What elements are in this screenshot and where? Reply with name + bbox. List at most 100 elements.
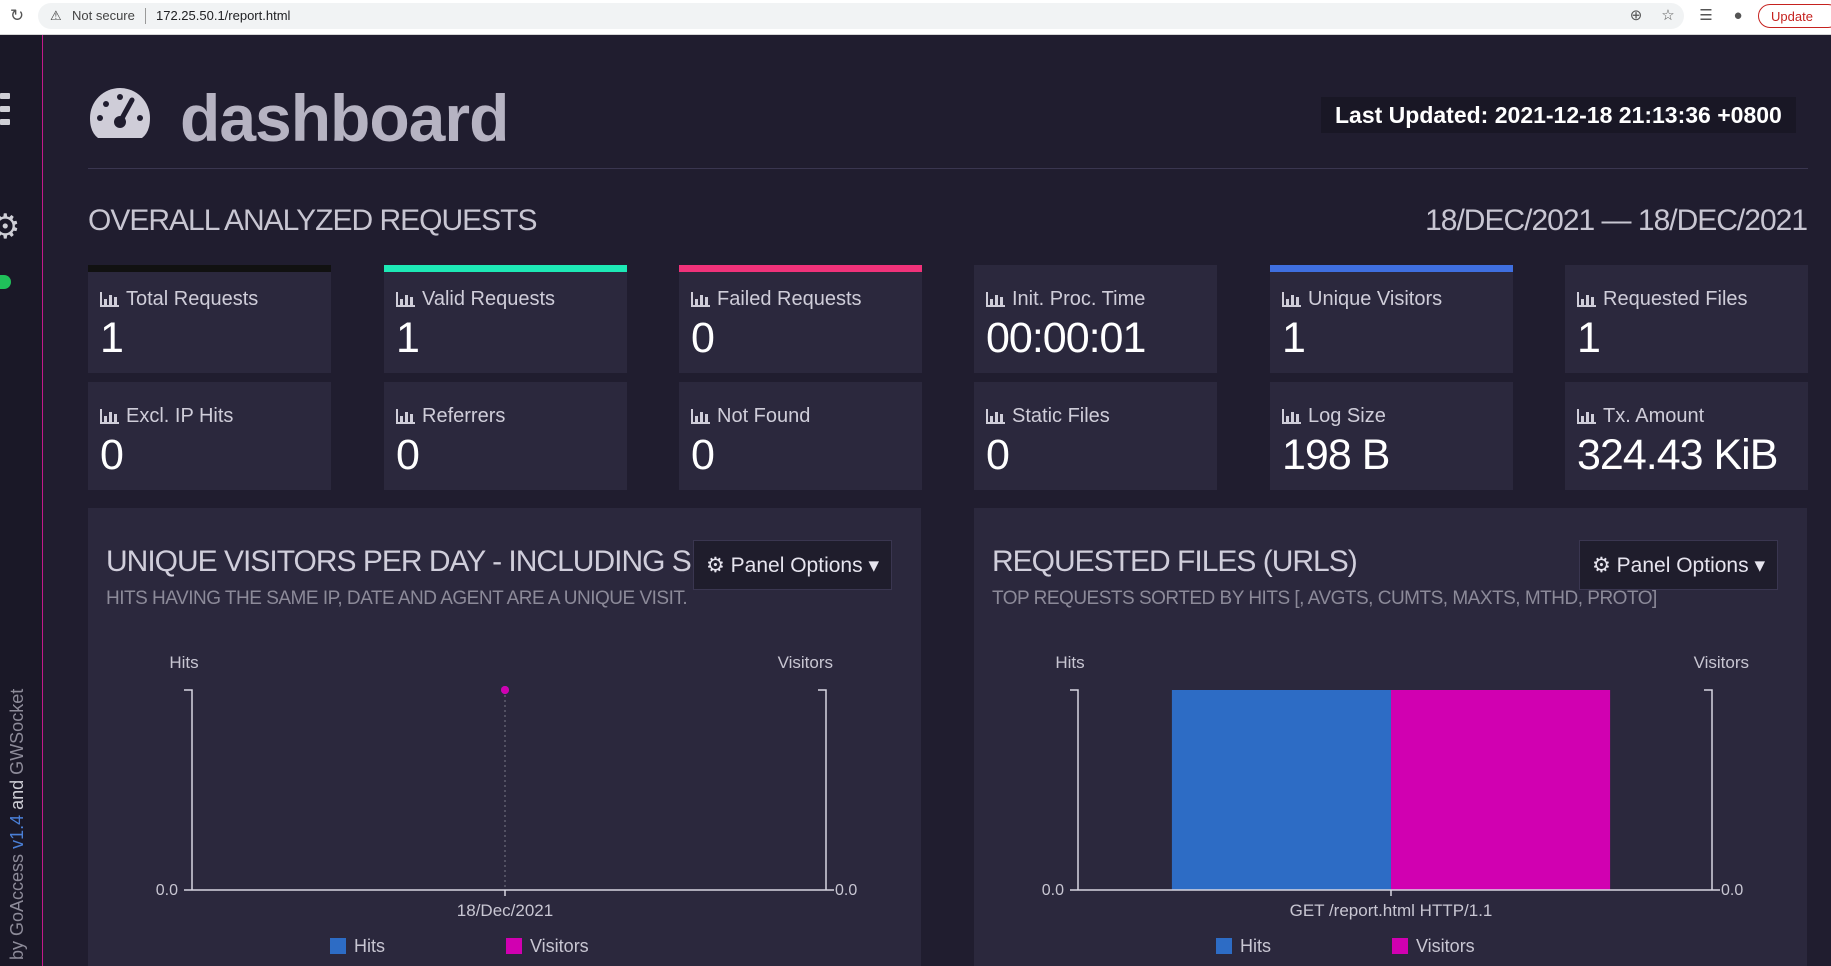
metric-card-total-requests: Total Requests 1 [88, 265, 331, 373]
metric-card-valid-requests: Valid Requests 1 [384, 265, 627, 373]
metric-value: 1 [100, 314, 124, 362]
metric-label: Valid Requests [422, 288, 556, 310]
chart-ylabel-right: Visitors [1694, 653, 1749, 672]
metric-card-requested-files: Requested Files 1 [1565, 265, 1808, 373]
menu-icon[interactable] [0, 93, 10, 132]
legend-item-visitors[interactable]: Visitors [1392, 936, 1475, 956]
metric-value: 0 [691, 431, 715, 479]
panel-unique-visitors: UNIQUE VISITORS PER DAY - INCLUDING S HI… [88, 508, 921, 966]
reading-list-icon[interactable]: ☰ [1699, 7, 1713, 24]
credits-version-link[interactable]: v1.4 [7, 814, 27, 849]
metric-label: Failed Requests [717, 288, 862, 310]
settings-gear-icon[interactable]: ⚙ [0, 208, 21, 246]
bar-chart-icon [691, 292, 710, 307]
bookmark-star-icon[interactable]: ☆ [1661, 7, 1675, 24]
bar-chart-icon [100, 292, 119, 307]
legend-swatch-visitors [1392, 938, 1408, 954]
chart-bar-visitors [1391, 690, 1611, 890]
legend-swatch-hits [330, 938, 346, 954]
profile-icon[interactable]: ● [1733, 7, 1743, 24]
last-updated-badge: Last Updated: 2021-12-18 21:13:36 +0800 [1321, 97, 1796, 133]
metric-label: Log Size [1308, 405, 1386, 427]
legend-item-hits[interactable]: Hits [1216, 936, 1271, 956]
gear-icon: ⚙ [1592, 554, 1611, 577]
metric-card-init-proc-time: Init. Proc. Time 00:00:01 [974, 265, 1217, 373]
chart-ytick-right: 0.0 [1721, 882, 1743, 899]
address-bar[interactable] [38, 3, 1684, 29]
card-accent-bar [88, 265, 331, 272]
chart-ylabel-left: Hits [1055, 653, 1084, 672]
metric-value: 1 [1282, 314, 1306, 362]
card-accent-bar [679, 265, 922, 272]
unique-visitors-chart: Hits Visitors 0.0 0.0 18/Dec/2021 [156, 653, 858, 920]
bar-chart-icon [396, 409, 415, 424]
metric-label: Referrers [422, 405, 506, 427]
credits-lib-link[interactable]: GWSocket [7, 688, 27, 775]
url-text[interactable]: 172.25.50.1/report.html [156, 8, 291, 23]
panel-options-label: Panel Options [1616, 554, 1749, 577]
bar-chart-icon [1577, 409, 1596, 424]
bar-chart-icon [1282, 292, 1301, 307]
caret-down-icon: ▾ [868, 554, 879, 577]
card-accent-bar [679, 382, 922, 389]
requested-files-chart: Hits Visitors 0.0 0.0 GET /report.html H… [1042, 653, 1749, 920]
chart-ylabel-right: Visitors [778, 653, 833, 672]
panel-title: REQUESTED FILES (URLS) [992, 545, 1358, 578]
panel-subtitle: TOP REQUESTS SORTED BY HITS [, AVGTS, CU… [992, 588, 1657, 609]
bar-chart-icon [986, 409, 1005, 424]
metric-label: Unique Visitors [1308, 288, 1443, 310]
panel-title: UNIQUE VISITORS PER DAY - INCLUDING S [106, 545, 692, 578]
browser-toolbar: ↻ ⚠ Not secure 172.25.50.1/report.html ⊕… [0, 0, 1831, 35]
update-button[interactable]: Update [1758, 4, 1831, 28]
caret-down-icon: ▾ [1754, 554, 1765, 577]
legend-label: Hits [354, 936, 385, 956]
reload-icon[interactable]: ↻ [9, 6, 25, 25]
page-title: dashboard [180, 81, 509, 155]
metric-value: 198 B [1282, 431, 1390, 479]
card-accent-bar [974, 382, 1217, 389]
chart-ylabel-left: Hits [169, 653, 198, 672]
metric-card-tx-amount: Tx. Amount 324.43 KiB [1565, 382, 1808, 490]
bar-chart-icon [100, 409, 119, 424]
card-accent-bar [1270, 382, 1513, 389]
chart-xtick-label: 18/Dec/2021 [457, 901, 553, 920]
metric-value: 0 [691, 314, 715, 362]
card-accent-bar [974, 265, 1217, 272]
legend-item-hits[interactable]: Hits [330, 936, 385, 956]
panel-options-button[interactable]: ⚙ Panel Options ▾ [1579, 540, 1778, 590]
zoom-icon[interactable]: ⊕ [1629, 7, 1643, 24]
bar-chart-icon [986, 292, 1005, 307]
header-divider [88, 168, 1808, 169]
metric-card-excl-ip-hits: Excl. IP Hits 0 [88, 382, 331, 490]
metric-card-log-size: Log Size 198 B [1270, 382, 1513, 490]
metric-value: 1 [1577, 314, 1601, 362]
metric-label: Static Files [1012, 405, 1110, 427]
legend-label: Visitors [530, 936, 589, 956]
metric-value: 0 [396, 431, 420, 479]
metric-card-not-found: Not Found 0 [679, 382, 922, 490]
metric-value: 324.43 KiB [1577, 431, 1778, 479]
bar-chart-icon [691, 409, 710, 424]
chart-axes [184, 689, 834, 891]
legend-swatch-hits [1216, 938, 1232, 954]
warning-icon[interactable]: ⚠ [50, 8, 62, 23]
card-accent-bar [384, 265, 627, 272]
panel-options-button[interactable]: ⚙ Panel Options ▾ [693, 540, 892, 590]
card-accent-bar [1565, 382, 1808, 389]
legend-item-visitors[interactable]: Visitors [506, 936, 589, 956]
panel-subtitle: HITS HAVING THE SAME IP, DATE AND AGENT … [106, 588, 688, 609]
date-range: 18/DEC/2021 — 18/DEC/2021 [1425, 204, 1808, 237]
metric-value: 0 [986, 431, 1010, 479]
legend-label: Hits [1240, 936, 1271, 956]
metric-label: Total Requests [126, 288, 259, 310]
credits-app-link[interactable]: GoAccess [7, 853, 27, 936]
security-label[interactable]: Not secure [72, 8, 135, 23]
credits-by: by [7, 940, 27, 960]
card-accent-bar [1270, 265, 1513, 272]
chart-point-visitors [501, 686, 509, 694]
connection-status-icon [0, 275, 11, 289]
metric-card-unique-visitors: Unique Visitors 1 [1270, 265, 1513, 373]
bar-chart-icon [396, 292, 415, 307]
card-accent-bar [88, 382, 331, 389]
credits-and: and [7, 779, 27, 810]
